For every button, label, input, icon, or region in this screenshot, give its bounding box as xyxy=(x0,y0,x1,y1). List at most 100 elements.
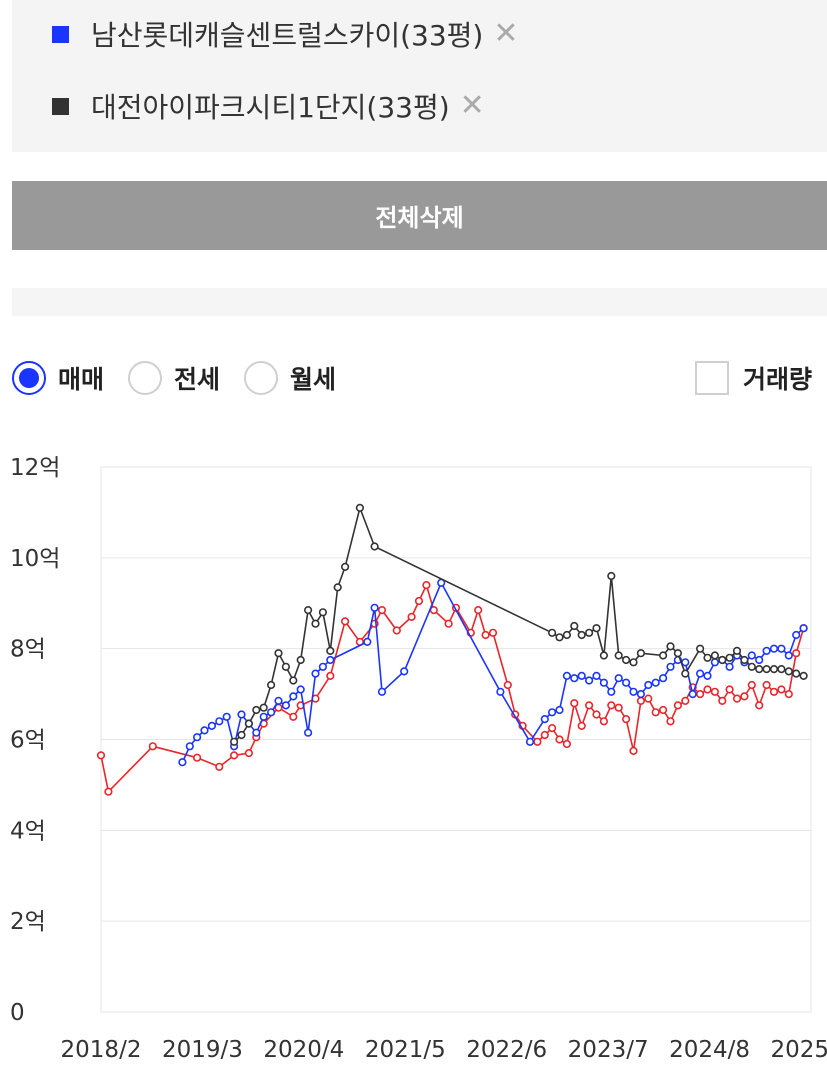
data-point xyxy=(370,603,379,612)
data-point xyxy=(318,608,328,617)
data-point xyxy=(732,694,742,703)
data-point xyxy=(732,646,742,655)
data-point xyxy=(533,737,542,746)
radio-option-sale[interactable]: 매매 xyxy=(12,360,104,396)
radio-label: 매매 xyxy=(58,365,105,394)
data-point xyxy=(496,687,505,696)
data-point xyxy=(289,692,298,701)
data-point xyxy=(703,685,712,694)
data-point xyxy=(695,690,705,699)
data-point xyxy=(688,690,697,699)
data-point xyxy=(422,581,431,590)
y-tick-label: 0 xyxy=(10,1000,25,1026)
data-point xyxy=(237,710,246,719)
data-point xyxy=(762,646,771,655)
data-point xyxy=(695,644,705,653)
data-point xyxy=(666,717,675,726)
data-point xyxy=(414,596,424,606)
y-tick-label: 8억 xyxy=(10,637,46,663)
data-point xyxy=(555,735,564,744)
x-tick-label: 2025/9 xyxy=(771,1037,827,1063)
data-point xyxy=(599,651,609,660)
data-point xyxy=(341,617,350,626)
data-point xyxy=(799,624,808,633)
data-point xyxy=(725,653,734,662)
data-point xyxy=(629,658,638,667)
data-point xyxy=(215,717,224,726)
radio-unselected-icon[interactable] xyxy=(128,361,163,395)
volume-checkbox[interactable]: 거래량 xyxy=(695,360,812,396)
data-point xyxy=(547,708,557,717)
data-point xyxy=(311,619,320,628)
data-point xyxy=(777,685,786,694)
data-point xyxy=(673,649,683,658)
data-point xyxy=(673,701,683,710)
close-icon[interactable]: ✕ xyxy=(493,16,519,51)
data-point xyxy=(755,701,764,710)
data-point xyxy=(725,685,734,694)
data-point xyxy=(252,728,261,737)
data-point xyxy=(784,690,793,699)
x-tick-label: 2024/8 xyxy=(669,1037,750,1063)
series-color-swatch xyxy=(52,25,69,43)
data-point xyxy=(762,665,771,674)
data-point xyxy=(259,703,268,712)
x-tick-label: 2021/5 xyxy=(365,1037,446,1063)
x-tick-label: 2019/3 xyxy=(162,1037,243,1063)
data-point xyxy=(584,676,594,685)
data-point xyxy=(740,692,749,701)
compare-item-name: 대전아이파크시티1단지(33평) xyxy=(91,91,450,124)
data-point xyxy=(658,651,668,660)
data-point xyxy=(710,687,720,696)
data-point xyxy=(607,571,616,581)
data-point xyxy=(651,678,660,687)
data-point xyxy=(792,669,801,678)
data-point xyxy=(267,680,276,690)
data-point xyxy=(193,753,202,762)
data-point xyxy=(607,687,616,696)
radio-option-jeonse[interactable]: 전세 xyxy=(128,360,220,396)
data-point xyxy=(599,717,609,726)
data-point xyxy=(555,633,564,642)
radio-option-monthly-rent[interactable]: 월세 xyxy=(244,360,336,396)
data-point xyxy=(252,705,261,715)
close-icon[interactable]: ✕ xyxy=(459,88,485,123)
data-point xyxy=(503,680,512,690)
data-point xyxy=(267,708,276,717)
data-point xyxy=(644,680,653,690)
data-point xyxy=(407,612,416,621)
radio-label: 월세 xyxy=(290,365,337,394)
data-point xyxy=(651,708,660,717)
data-point xyxy=(148,742,157,751)
delete-all-button[interactable]: 전체삭제 xyxy=(12,181,827,250)
data-point xyxy=(326,646,335,655)
data-point xyxy=(377,606,387,615)
data-point xyxy=(474,606,483,615)
data-point xyxy=(481,630,490,640)
data-point xyxy=(215,762,224,771)
data-point xyxy=(614,651,623,660)
radio-selected-icon[interactable] xyxy=(12,361,46,395)
data-point xyxy=(555,705,564,715)
data-point xyxy=(710,658,720,667)
data-point xyxy=(289,676,298,685)
data-point xyxy=(547,628,557,637)
data-point xyxy=(570,621,579,631)
data-point xyxy=(193,733,202,742)
data-point xyxy=(769,644,779,653)
data-point xyxy=(355,503,365,512)
data-point xyxy=(562,671,572,680)
data-point xyxy=(547,724,557,733)
x-tick-label: 2022/6 xyxy=(466,1037,547,1063)
data-point xyxy=(695,669,705,678)
x-tick-label: 2018/2 xyxy=(61,1037,142,1063)
data-point xyxy=(185,742,194,751)
data-point xyxy=(644,694,653,703)
checkbox-icon[interactable] xyxy=(695,361,729,395)
data-point xyxy=(244,719,253,728)
radio-unselected-icon[interactable] xyxy=(244,361,279,395)
data-point xyxy=(614,703,623,712)
y-tick-label: 12억 xyxy=(10,455,60,481)
data-point xyxy=(444,619,453,628)
data-point xyxy=(658,705,668,715)
